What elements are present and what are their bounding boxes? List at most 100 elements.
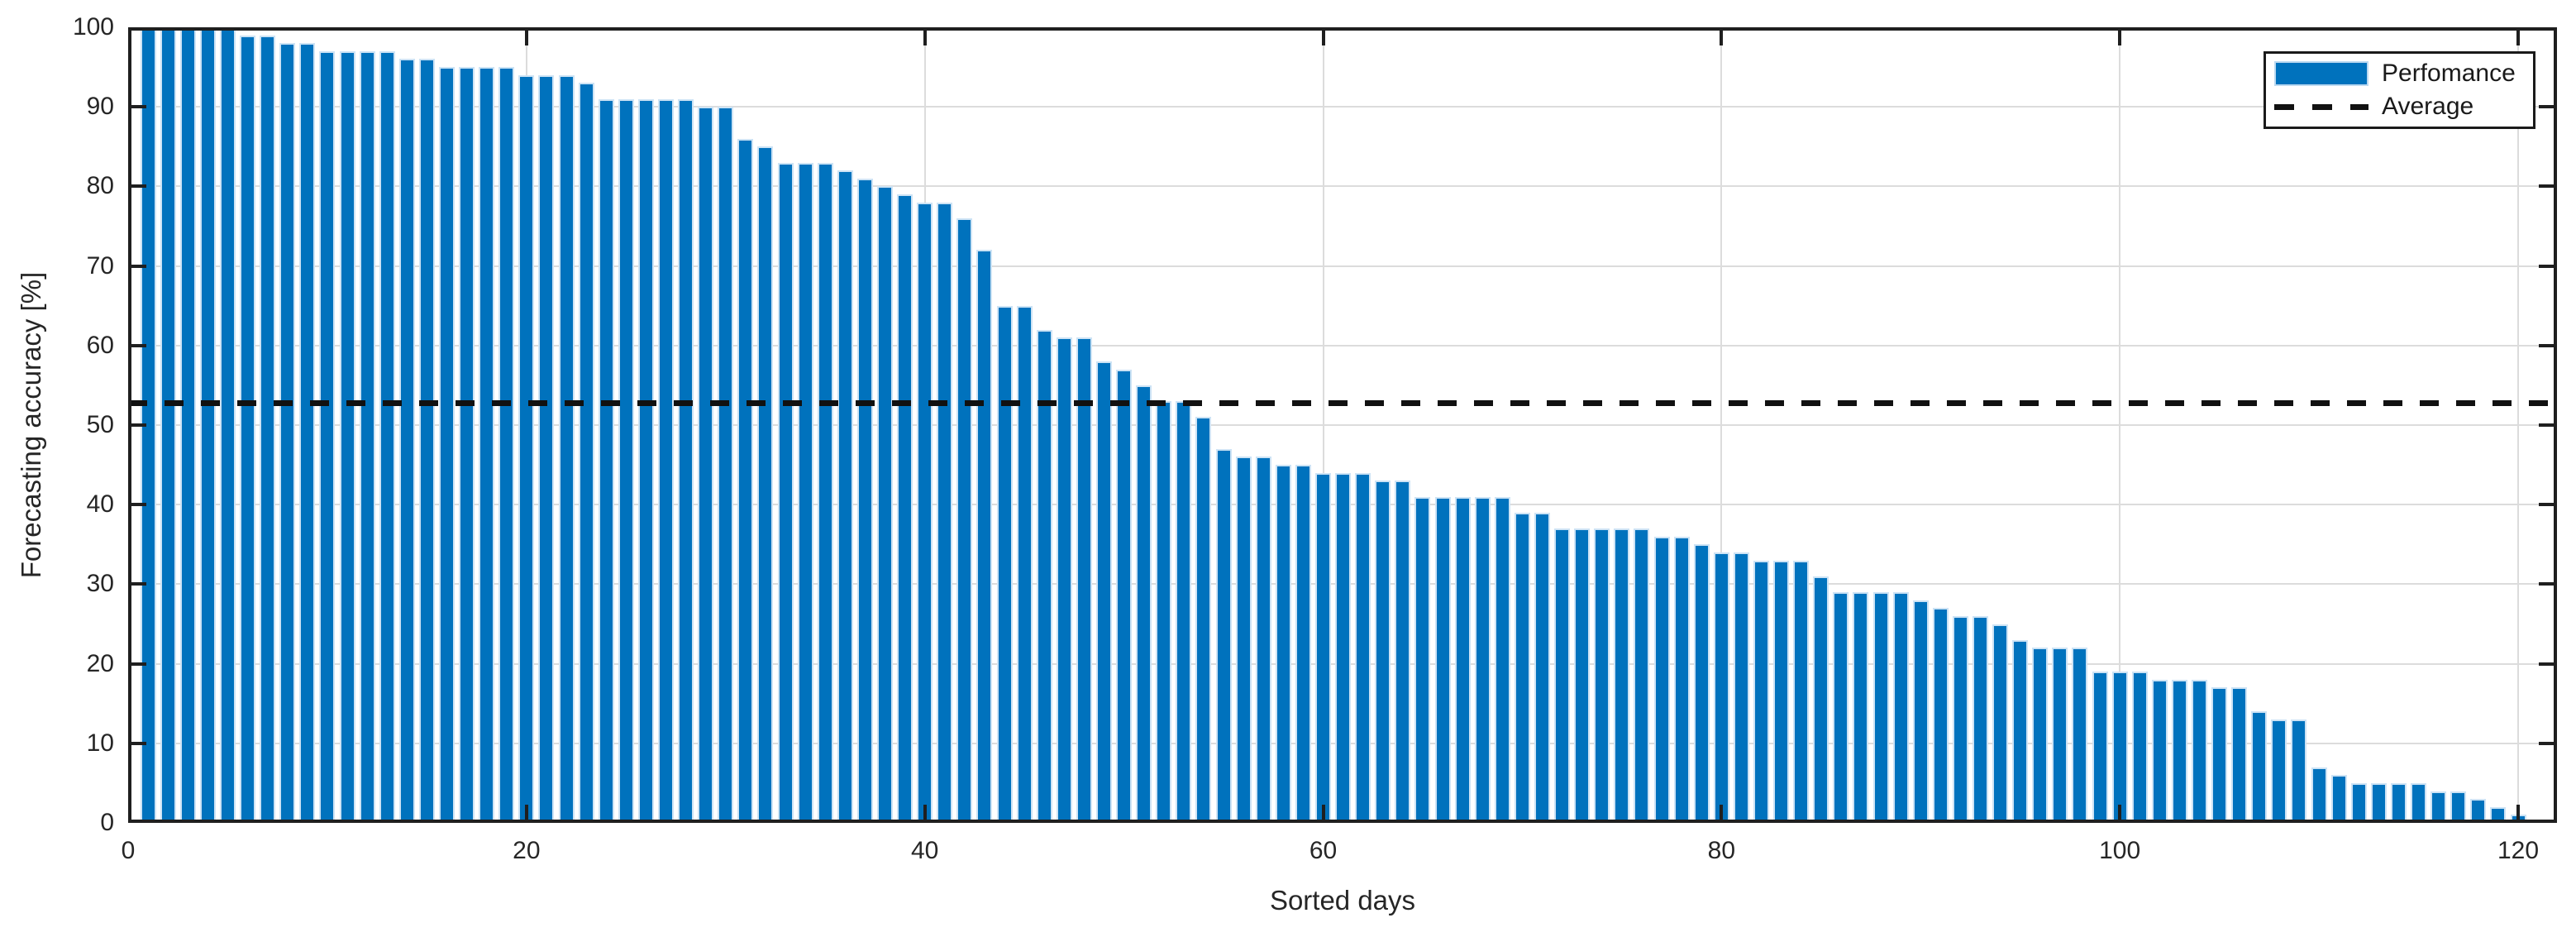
bar-day-14 (398, 59, 415, 823)
bar-day-39 (897, 194, 914, 823)
bar-day-13 (379, 51, 395, 823)
plot-area (128, 27, 2557, 823)
bar-day-102 (2151, 680, 2168, 823)
bar-day-53 (1176, 401, 1192, 823)
bar-day-40 (917, 203, 933, 823)
bar-day-50 (1116, 370, 1133, 823)
bar-day-90 (1912, 600, 1929, 823)
tick-y-right-80 (2539, 184, 2557, 189)
bar-day-48 (1076, 337, 1092, 823)
tick-y-left-60 (128, 343, 146, 347)
bar-day-63 (1375, 480, 1391, 823)
bar-day-117 (2450, 791, 2467, 823)
bar-day-9 (299, 43, 316, 823)
bar-day-71 (1534, 513, 1550, 823)
bar-day-28 (678, 99, 694, 823)
tick-y-right-70 (2539, 264, 2557, 268)
tick-x-bottom-100 (2118, 805, 2122, 823)
tick-x-top-120 (2516, 27, 2520, 45)
tick-y-right-10 (2539, 741, 2557, 745)
gridline-y-80 (128, 185, 2557, 188)
bar-day-106 (2231, 687, 2248, 823)
bar-day-56 (1235, 457, 1252, 823)
bar-day-112 (2350, 783, 2367, 823)
y-tick-label-80: 80 (86, 172, 114, 200)
tick-y-right-20 (2539, 662, 2557, 666)
tick-x-bottom-20 (524, 805, 528, 823)
tick-y-right-90 (2539, 105, 2557, 109)
bar-day-58 (1275, 465, 1291, 823)
gridline-y-90 (128, 106, 2557, 108)
x-tick-label-60: 60 (1309, 837, 1338, 864)
bar-day-34 (797, 163, 813, 823)
x-tick-label-20: 20 (513, 837, 541, 864)
bar-day-79 (1693, 544, 1710, 823)
bar-day-30 (718, 107, 734, 823)
legend-item-average: Average (2274, 90, 2533, 123)
performance-bar-swatch-icon (2274, 61, 2368, 86)
bar-day-62 (1355, 473, 1371, 823)
bar-day-24 (598, 99, 614, 823)
bar-day-37 (856, 179, 873, 823)
bar-day-66 (1434, 497, 1451, 823)
bar-day-33 (777, 163, 794, 823)
bar-day-4 (199, 27, 216, 823)
bar-day-94 (1992, 624, 2009, 823)
bar-day-59 (1295, 465, 1311, 823)
bar-day-73 (1574, 528, 1591, 823)
bar-day-49 (1095, 361, 1112, 823)
bar-day-104 (2192, 680, 2208, 823)
tick-x-top-20 (524, 27, 528, 45)
bar-day-23 (578, 83, 594, 823)
bar-day-27 (657, 99, 674, 823)
bar-day-8 (279, 43, 296, 823)
tick-x-bottom-80 (1720, 805, 1724, 823)
bar-day-18 (479, 67, 495, 823)
tick-x-top-80 (1720, 27, 1724, 45)
tick-y-left-90 (128, 105, 146, 109)
x-tick-label-80: 80 (1707, 837, 1736, 864)
average-line (128, 399, 2557, 406)
x-tick-label-120: 120 (2497, 837, 2540, 864)
bar-day-74 (1594, 528, 1610, 823)
bar-day-103 (2171, 680, 2187, 823)
bar-day-95 (2012, 640, 2029, 823)
bar-day-11 (339, 51, 355, 823)
bar-day-12 (359, 51, 375, 823)
bar-day-96 (2032, 648, 2049, 823)
legend: Perfomance Average (2264, 51, 2535, 129)
y-tick-label-40: 40 (86, 490, 114, 519)
bar-day-89 (1892, 592, 1909, 823)
x-tick-label-0: 0 (121, 837, 136, 864)
bar-day-84 (1793, 561, 1810, 823)
bar-day-20 (518, 75, 535, 823)
bar-day-22 (558, 75, 575, 823)
bar-day-107 (2251, 711, 2268, 823)
bar-day-26 (637, 99, 654, 823)
bar-day-16 (438, 67, 455, 823)
bar-day-110 (2311, 767, 2327, 823)
y-tick-label-10: 10 (86, 729, 114, 757)
tick-y-right-50 (2539, 423, 2557, 427)
bar-day-119 (2490, 807, 2507, 823)
bar-day-99 (2092, 672, 2108, 823)
bar-day-111 (2330, 775, 2347, 823)
bar-day-105 (2211, 687, 2228, 823)
y-tick-label-100: 100 (72, 13, 114, 41)
bar-day-38 (876, 186, 893, 823)
bar-day-32 (757, 146, 774, 823)
bar-day-67 (1454, 497, 1471, 823)
bar-day-97 (2052, 648, 2068, 823)
bar-day-115 (2411, 783, 2427, 823)
tick-x-top-60 (1321, 27, 1325, 45)
bar-day-77 (1653, 537, 1670, 823)
bar-day-68 (1474, 497, 1491, 823)
bar-day-114 (2390, 783, 2407, 823)
tick-x-top-40 (923, 27, 927, 45)
bar-day-108 (2271, 719, 2287, 823)
legend-item-performance: Perfomance (2274, 57, 2533, 90)
tick-y-right-40 (2539, 503, 2557, 507)
bar-day-75 (1614, 528, 1630, 823)
bar-day-101 (2131, 672, 2148, 823)
